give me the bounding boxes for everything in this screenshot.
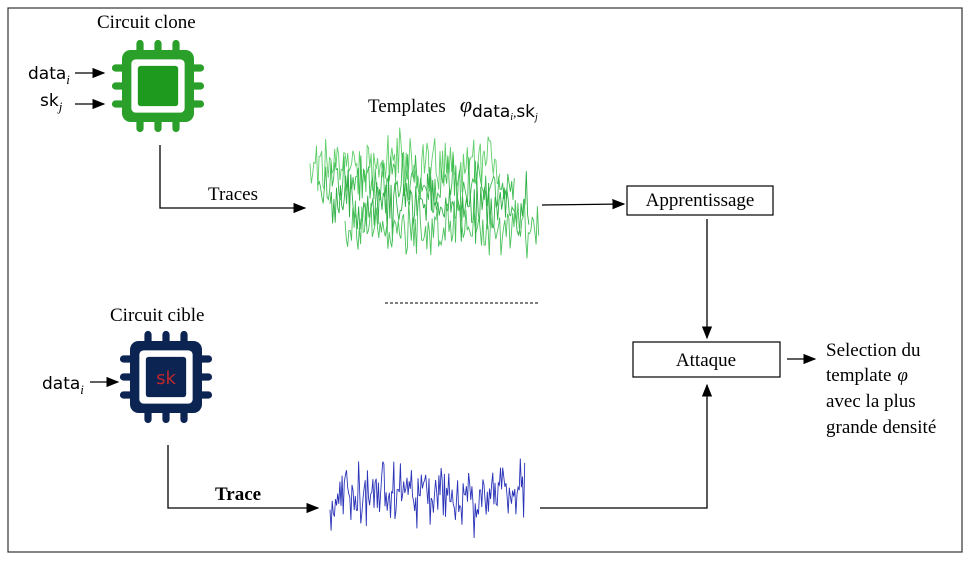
chip-key: sk: [156, 368, 176, 389]
result-line: avec la plus: [826, 391, 916, 412]
chip: [111, 39, 205, 133]
learning-label: Apprentissage: [646, 190, 755, 211]
target-input: datai: [42, 374, 84, 397]
arrow: [541, 198, 626, 210]
waveform: [329, 169, 530, 244]
waveform: [344, 192, 540, 259]
trace-label: Trace: [215, 484, 261, 505]
chip: [119, 330, 213, 424]
frame: [7, 7, 963, 553]
target-title: Circuit cible: [110, 305, 204, 326]
clone-input: skj: [40, 91, 63, 114]
waves: [309, 127, 540, 539]
clone-title: Circuit clone: [97, 12, 196, 33]
learning-box: [626, 185, 774, 216]
clone-input: datai: [28, 64, 70, 87]
chips: sk: [111, 39, 213, 424]
arrow: [159, 145, 307, 214]
attack-label: Attaque: [676, 350, 736, 371]
result-line: template φ: [826, 365, 908, 386]
result-line: Selection du: [826, 340, 921, 361]
result-line: grande densité: [826, 417, 936, 438]
chip-core: [145, 356, 187, 398]
templates-label: Templates φdatai,skj: [368, 92, 538, 123]
attack-box: [632, 341, 781, 378]
waveform: [329, 458, 526, 539]
arrow: [167, 445, 320, 514]
chip-core: [137, 65, 179, 107]
arrow: [540, 383, 713, 509]
traces-label: Traces: [208, 184, 258, 205]
